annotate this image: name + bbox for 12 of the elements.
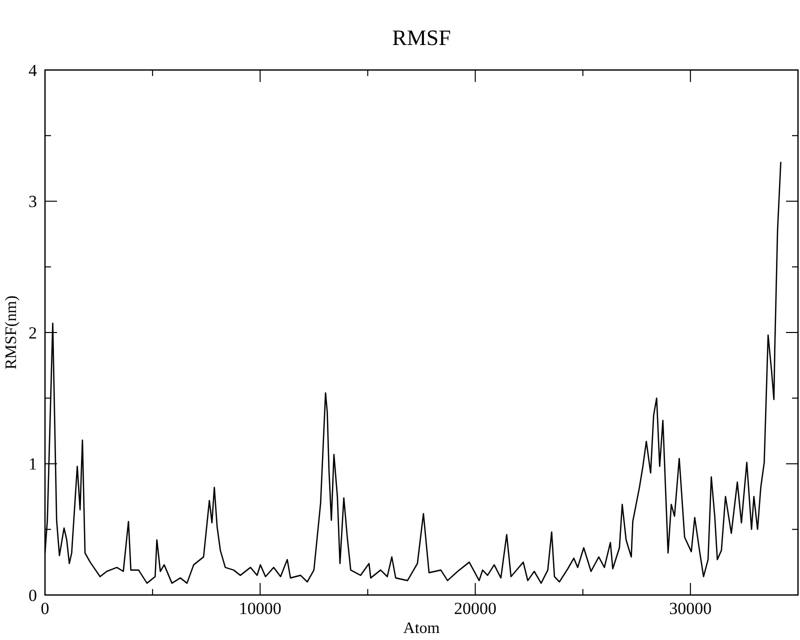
y-axis-title: RMSF(nm) xyxy=(3,296,20,370)
y-tick-label: 0 xyxy=(28,586,37,605)
y-tick-label: 4 xyxy=(28,60,38,80)
y-tick-label: 1 xyxy=(28,454,37,474)
x-tick-label: 10000 xyxy=(238,599,282,618)
y-tick-label: 3 xyxy=(28,192,37,212)
x-tick-label: 20000 xyxy=(454,599,497,618)
x-tick-label: 30000 xyxy=(669,599,712,618)
y-tick-label: 2 xyxy=(28,323,37,342)
x-axis-title: Atom xyxy=(403,620,440,637)
x-tick-label: 0 xyxy=(40,599,50,618)
chart-title: RMSF xyxy=(392,25,451,50)
